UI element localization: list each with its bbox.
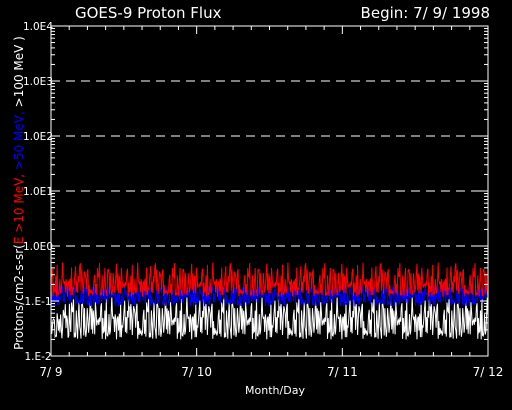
y-axis-label-part: E >10 MeV,	[12, 170, 26, 244]
y-tick-label: 1.0E3	[23, 76, 53, 88]
x-tick-label: 7/ 12	[473, 365, 504, 379]
y-axis-label: Protons/cm2-s-sr(E >10 MeV, >50 MeV, >10…	[12, 36, 26, 350]
y-axis-label-part: >50 MeV,	[12, 107, 26, 170]
x-tick-label: 7/ 11	[327, 365, 358, 379]
y-tick-label: 1.0E2	[23, 131, 53, 143]
chart-title: GOES-9 Proton Flux	[75, 4, 222, 22]
begin-date: Begin: 7/ 9/ 1998	[361, 4, 490, 22]
axis-ticks	[50, 25, 489, 357]
y-tick-label: 1.0E4	[23, 21, 53, 33]
series-line	[50, 262, 489, 297]
x-tick-label: 7/ 9	[39, 365, 62, 379]
y-axis-label-part: >100 MeV )	[12, 36, 26, 107]
y-tick-label: 1.E-1	[24, 296, 51, 308]
x-tick-label: 7/ 10	[181, 365, 212, 379]
y-tick-label: 1.0E0	[23, 241, 53, 253]
series-traces	[50, 262, 489, 340]
y-tick-label: 1.0E1	[23, 186, 53, 198]
x-axis-label: Month/Day	[245, 384, 305, 397]
y-axis-label-part: Protons/cm2-s-sr(	[12, 244, 26, 350]
y-tick-label: 1.E-2	[24, 351, 51, 363]
grid-lines	[51, 80, 488, 247]
series-line	[50, 296, 489, 340]
